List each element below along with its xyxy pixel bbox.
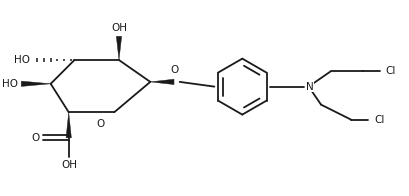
Polygon shape [66,112,71,138]
Text: O: O [97,119,105,129]
Polygon shape [21,81,51,86]
Text: Cl: Cl [374,115,384,125]
Text: OH: OH [62,160,78,170]
Polygon shape [150,79,174,84]
Text: N: N [306,82,314,92]
Text: O: O [171,65,179,75]
Text: OH: OH [111,23,127,33]
Text: Cl: Cl [386,66,396,76]
Polygon shape [116,36,121,60]
Text: O: O [31,133,39,143]
Text: HO: HO [14,55,30,65]
Text: HO: HO [2,79,18,89]
